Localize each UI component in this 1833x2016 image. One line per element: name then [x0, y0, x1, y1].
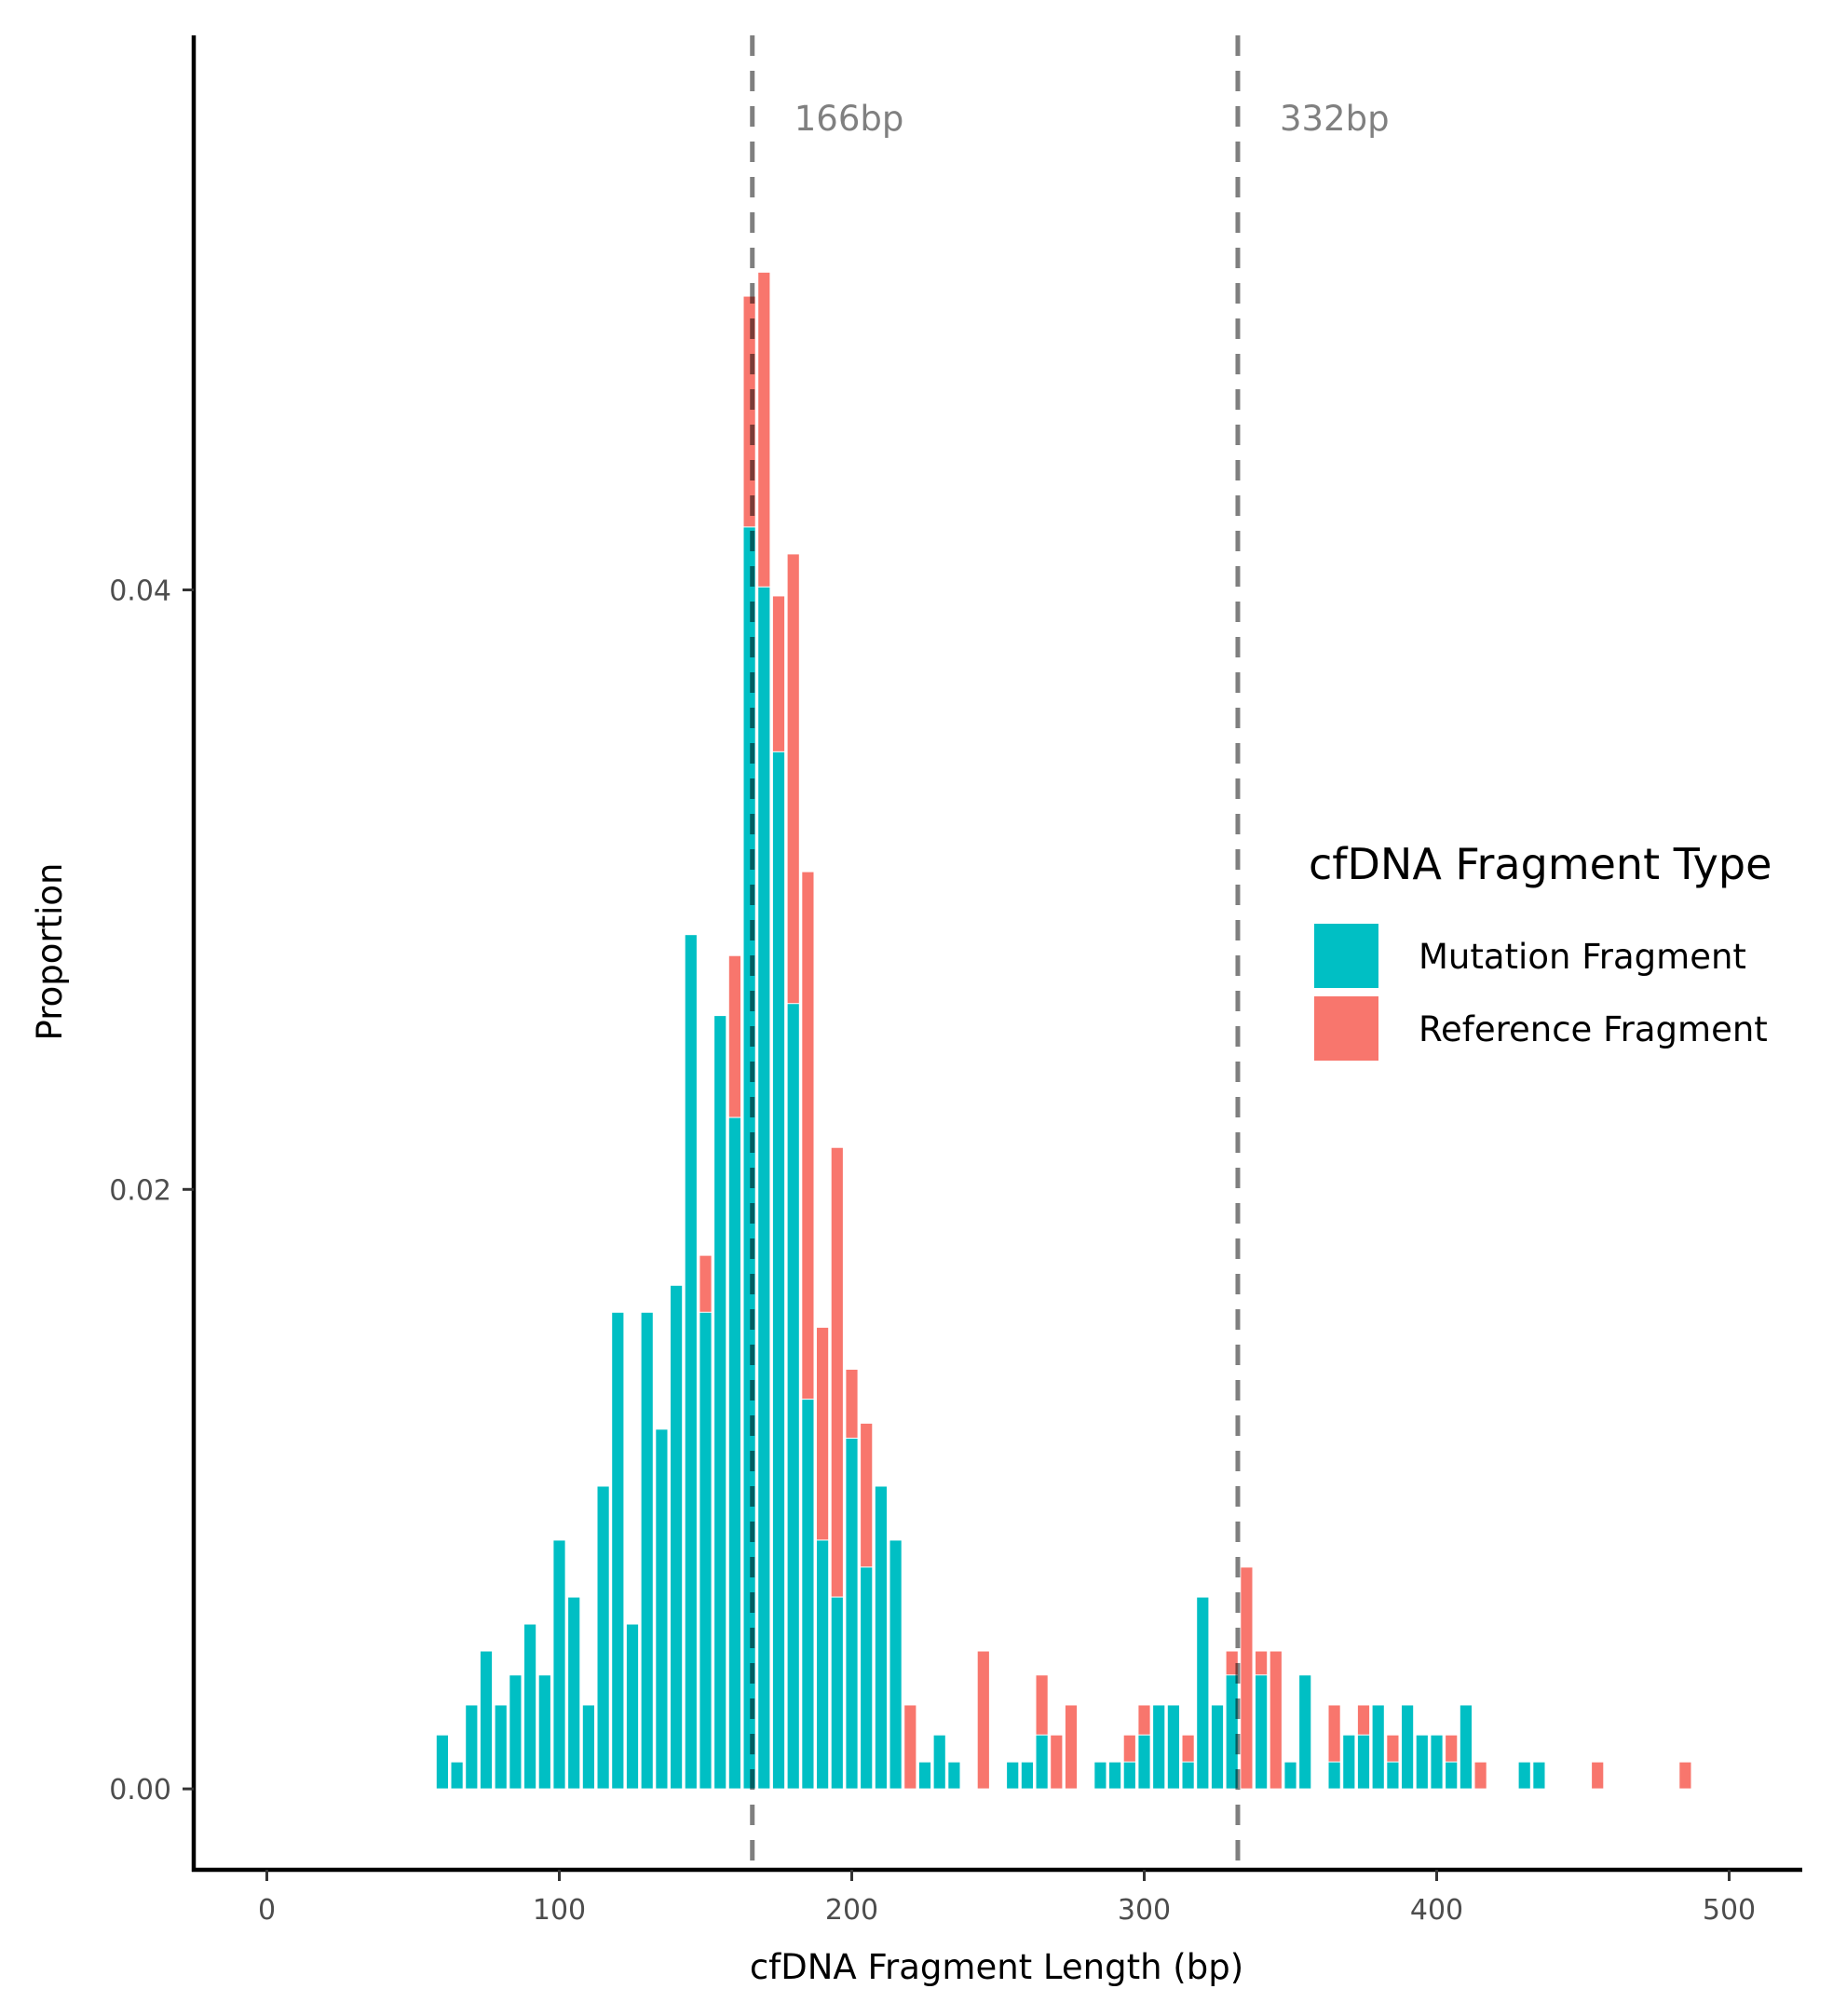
bar-mutation-fragment-365 — [1327, 1761, 1341, 1790]
x-tick-label-300: 300 — [1118, 1894, 1171, 1927]
reference-line-label-166: 166bp — [794, 99, 904, 139]
bar-mutation-fragment-125 — [625, 1623, 640, 1790]
bar-mutation-fragment-260 — [1020, 1761, 1035, 1790]
x-tick-label-200: 200 — [825, 1894, 878, 1927]
bar-mutation-fragment-330 — [1225, 1674, 1239, 1790]
legend: cfDNA Fragment Type Mutation Fragment Re… — [1309, 839, 1772, 1061]
bar-mutation-fragment-435 — [1532, 1761, 1546, 1790]
bar-mutation-fragment-150 — [699, 1311, 713, 1790]
bar-mutation-fragment-60 — [435, 1734, 449, 1790]
bar-mutation-fragment-145 — [684, 934, 698, 1790]
legend-label-mutation: Mutation Fragment — [1419, 937, 1746, 977]
bar-mutation-fragment-85 — [509, 1674, 523, 1790]
legend-swatch-mutation — [1314, 924, 1378, 988]
x-tick-label-400: 400 — [1410, 1894, 1463, 1927]
bar-mutation-fragment-410 — [1459, 1704, 1473, 1790]
bar-mutation-fragment-130 — [640, 1311, 654, 1790]
bar-mutation-fragment-205 — [860, 1566, 874, 1790]
legend-swatch-reference — [1314, 996, 1378, 1061]
bar-mutation-fragment-395 — [1415, 1734, 1429, 1790]
y-ticks-layer: 0.00 0.02 0.04 — [109, 575, 194, 1806]
bar-reference-fragment-485 — [1678, 1761, 1692, 1790]
y-tick-label-1: 0.02 — [109, 1174, 171, 1207]
bar-mutation-fragment-105 — [567, 1596, 581, 1790]
bars-layer — [435, 271, 1692, 1790]
bar-mutation-fragment-210 — [874, 1485, 888, 1790]
bar-mutation-fragment-305 — [1152, 1704, 1166, 1790]
bar-mutation-fragment-95 — [537, 1674, 551, 1790]
bar-mutation-fragment-290 — [1108, 1761, 1122, 1790]
bar-mutation-fragment-65 — [450, 1761, 464, 1790]
reference-line-label-332: 332bp — [1280, 99, 1390, 139]
bar-reference-fragment-345 — [1269, 1650, 1283, 1790]
x-axis-title: cfDNA Fragment Length (bp) — [750, 1947, 1243, 1987]
bar-mutation-fragment-375 — [1356, 1734, 1371, 1790]
bar-mutation-fragment-190 — [816, 1539, 830, 1790]
bar-mutation-fragment-100 — [552, 1539, 566, 1790]
bar-mutation-fragment-430 — [1517, 1761, 1531, 1790]
bar-mutation-fragment-90 — [523, 1623, 537, 1790]
bar-mutation-fragment-195 — [830, 1596, 844, 1790]
bar-mutation-fragment-140 — [670, 1284, 684, 1790]
bar-mutation-fragment-350 — [1283, 1761, 1297, 1790]
y-axis-title: Proportion — [30, 863, 70, 1041]
bar-mutation-fragment-325 — [1210, 1704, 1225, 1790]
bar-mutation-fragment-180 — [786, 1003, 800, 1790]
x-tick-label-0: 0 — [258, 1894, 276, 1927]
bar-mutation-fragment-110 — [581, 1704, 595, 1790]
bar-mutation-fragment-320 — [1196, 1596, 1210, 1790]
bar-mutation-fragment-370 — [1342, 1734, 1356, 1790]
bar-reference-fragment-335 — [1240, 1566, 1254, 1790]
bar-mutation-fragment-235 — [947, 1761, 961, 1790]
bar-mutation-fragment-390 — [1401, 1704, 1415, 1790]
bar-mutation-fragment-155 — [713, 1015, 727, 1790]
reference-lines-layer: 166bp 332bp — [750, 35, 1390, 1870]
bar-reference-fragment-415 — [1473, 1761, 1487, 1790]
bar-mutation-fragment-355 — [1298, 1674, 1312, 1790]
bar-reference-fragment-245 — [976, 1650, 990, 1790]
bar-mutation-fragment-380 — [1371, 1704, 1385, 1790]
bar-mutation-fragment-200 — [845, 1437, 859, 1790]
x-tick-label-500: 500 — [1703, 1894, 1756, 1927]
bar-mutation-fragment-165 — [742, 526, 756, 1790]
y-tick-label-0: 0.00 — [109, 1774, 171, 1806]
bar-mutation-fragment-115 — [596, 1485, 610, 1790]
bar-mutation-fragment-405 — [1445, 1761, 1459, 1790]
bar-mutation-fragment-230 — [932, 1734, 946, 1790]
legend-label-reference: Reference Fragment — [1419, 1009, 1768, 1049]
bar-mutation-fragment-310 — [1166, 1704, 1181, 1790]
bar-reference-fragment-270 — [1050, 1734, 1064, 1790]
bar-reference-fragment-455 — [1591, 1761, 1605, 1790]
bar-mutation-fragment-175 — [771, 751, 786, 1790]
bar-reference-fragment-220 — [903, 1704, 917, 1790]
bar-mutation-fragment-400 — [1430, 1734, 1444, 1790]
bar-mutation-fragment-265 — [1035, 1734, 1049, 1790]
bar-mutation-fragment-80 — [494, 1704, 508, 1790]
bar-mutation-fragment-170 — [757, 586, 771, 1790]
bar-mutation-fragment-215 — [889, 1539, 903, 1790]
axes-layer — [191, 35, 1802, 1873]
bar-mutation-fragment-120 — [611, 1311, 625, 1790]
bar-mutation-fragment-75 — [479, 1650, 494, 1790]
bar-mutation-fragment-225 — [917, 1761, 932, 1790]
y-tick-label-2: 0.04 — [109, 575, 171, 608]
bar-mutation-fragment-185 — [801, 1399, 815, 1790]
x-ticks-layer: 0 100 200 300 400 500 — [258, 1870, 1756, 1927]
bar-mutation-fragment-255 — [1006, 1761, 1020, 1790]
bar-mutation-fragment-340 — [1255, 1674, 1269, 1790]
legend-title: cfDNA Fragment Type — [1309, 839, 1772, 889]
bar-mutation-fragment-135 — [655, 1428, 669, 1790]
bar-mutation-fragment-300 — [1137, 1734, 1151, 1790]
bar-mutation-fragment-385 — [1386, 1761, 1400, 1790]
x-tick-label-100: 100 — [533, 1894, 586, 1927]
bar-mutation-fragment-315 — [1181, 1761, 1195, 1790]
bar-mutation-fragment-70 — [465, 1704, 479, 1790]
bar-mutation-fragment-295 — [1122, 1761, 1136, 1790]
bar-mutation-fragment-160 — [727, 1116, 741, 1790]
bar-reference-fragment-275 — [1064, 1704, 1079, 1790]
bar-mutation-fragment-285 — [1093, 1761, 1107, 1790]
